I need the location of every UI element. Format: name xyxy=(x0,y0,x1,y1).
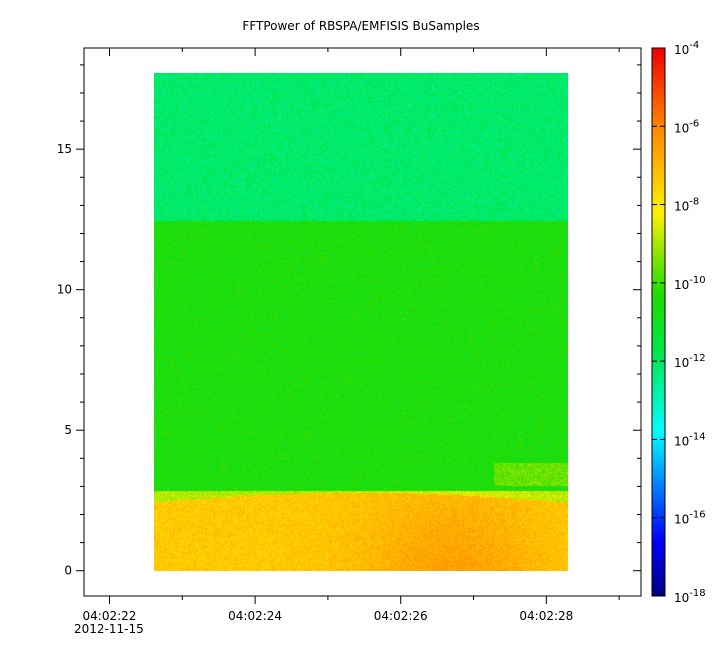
x-axis: 04:02:22 04:02:24 04:02:26 04:02:28 xyxy=(83,48,620,623)
colorbar-tick-base: 10 xyxy=(674,278,689,292)
colorbar-tick-exponent: -4 xyxy=(689,40,699,51)
y-tick-label: 15 xyxy=(57,142,72,156)
x-tick-label: 04:02:24 xyxy=(228,609,282,623)
heatmap-image-holder xyxy=(154,73,568,571)
x-tick-label: 04:02:28 xyxy=(519,609,573,623)
y-tick-label: 10 xyxy=(57,283,72,297)
x-tick-label: 04:02:26 xyxy=(374,609,428,623)
colorbar-tick-exponent: -16 xyxy=(689,510,705,521)
colorbar-tick-base: 10 xyxy=(674,591,689,605)
colorbar-tick-label: 10-12 xyxy=(674,353,706,370)
colorbar-tick-exponent: -12 xyxy=(689,353,705,364)
colorbar-image-holder xyxy=(652,48,665,596)
colorbar-tick-base: 10 xyxy=(674,200,689,214)
colorbar-tick-base: 10 xyxy=(674,121,689,135)
y-tick-label: 0 xyxy=(64,564,72,578)
colorbar-tick-label: 10-8 xyxy=(674,197,699,214)
y-tick-label: 5 xyxy=(64,423,72,437)
x-tick-label: 04:02:22 xyxy=(83,609,137,623)
plot-area: 04:02:22 04:02:24 04:02:26 04:02:28 0 5 10 15 xyxy=(57,47,642,623)
heatmap-image xyxy=(154,73,568,571)
date-label: 2012-11-15 xyxy=(74,622,144,636)
colorbar-tick-base: 10 xyxy=(674,43,689,57)
colorbar-tick-exponent: -14 xyxy=(689,431,705,442)
colorbar-tick-exponent: -18 xyxy=(689,588,705,599)
colorbar-frame xyxy=(651,47,666,597)
chart-title: FFTPower of RBSPA/EMFISIS BuSamples xyxy=(242,19,479,33)
colorbar-tick-base: 10 xyxy=(674,513,689,527)
colorbar-tick-exponent: -6 xyxy=(689,118,699,129)
colorbar-tick-label: 10-10 xyxy=(674,275,706,292)
colorbar-tick-label: 10-18 xyxy=(674,588,706,605)
colorbar-tick-label: 10-4 xyxy=(674,40,699,57)
colorbar-tick-exponent: -8 xyxy=(689,197,699,208)
colorbar-tick-label: 10-6 xyxy=(674,118,699,135)
colorbar-tick-base: 10 xyxy=(674,356,689,370)
colorbar-gradient xyxy=(652,48,665,596)
colorbar-tick-label: 10-14 xyxy=(674,431,706,448)
colorbar-tick-exponent: -10 xyxy=(689,275,705,286)
colorbar-tick-label: 10-16 xyxy=(674,510,706,527)
y-axis: 0 5 10 15 xyxy=(57,64,641,578)
colorbar-tick-base: 10 xyxy=(674,434,689,448)
